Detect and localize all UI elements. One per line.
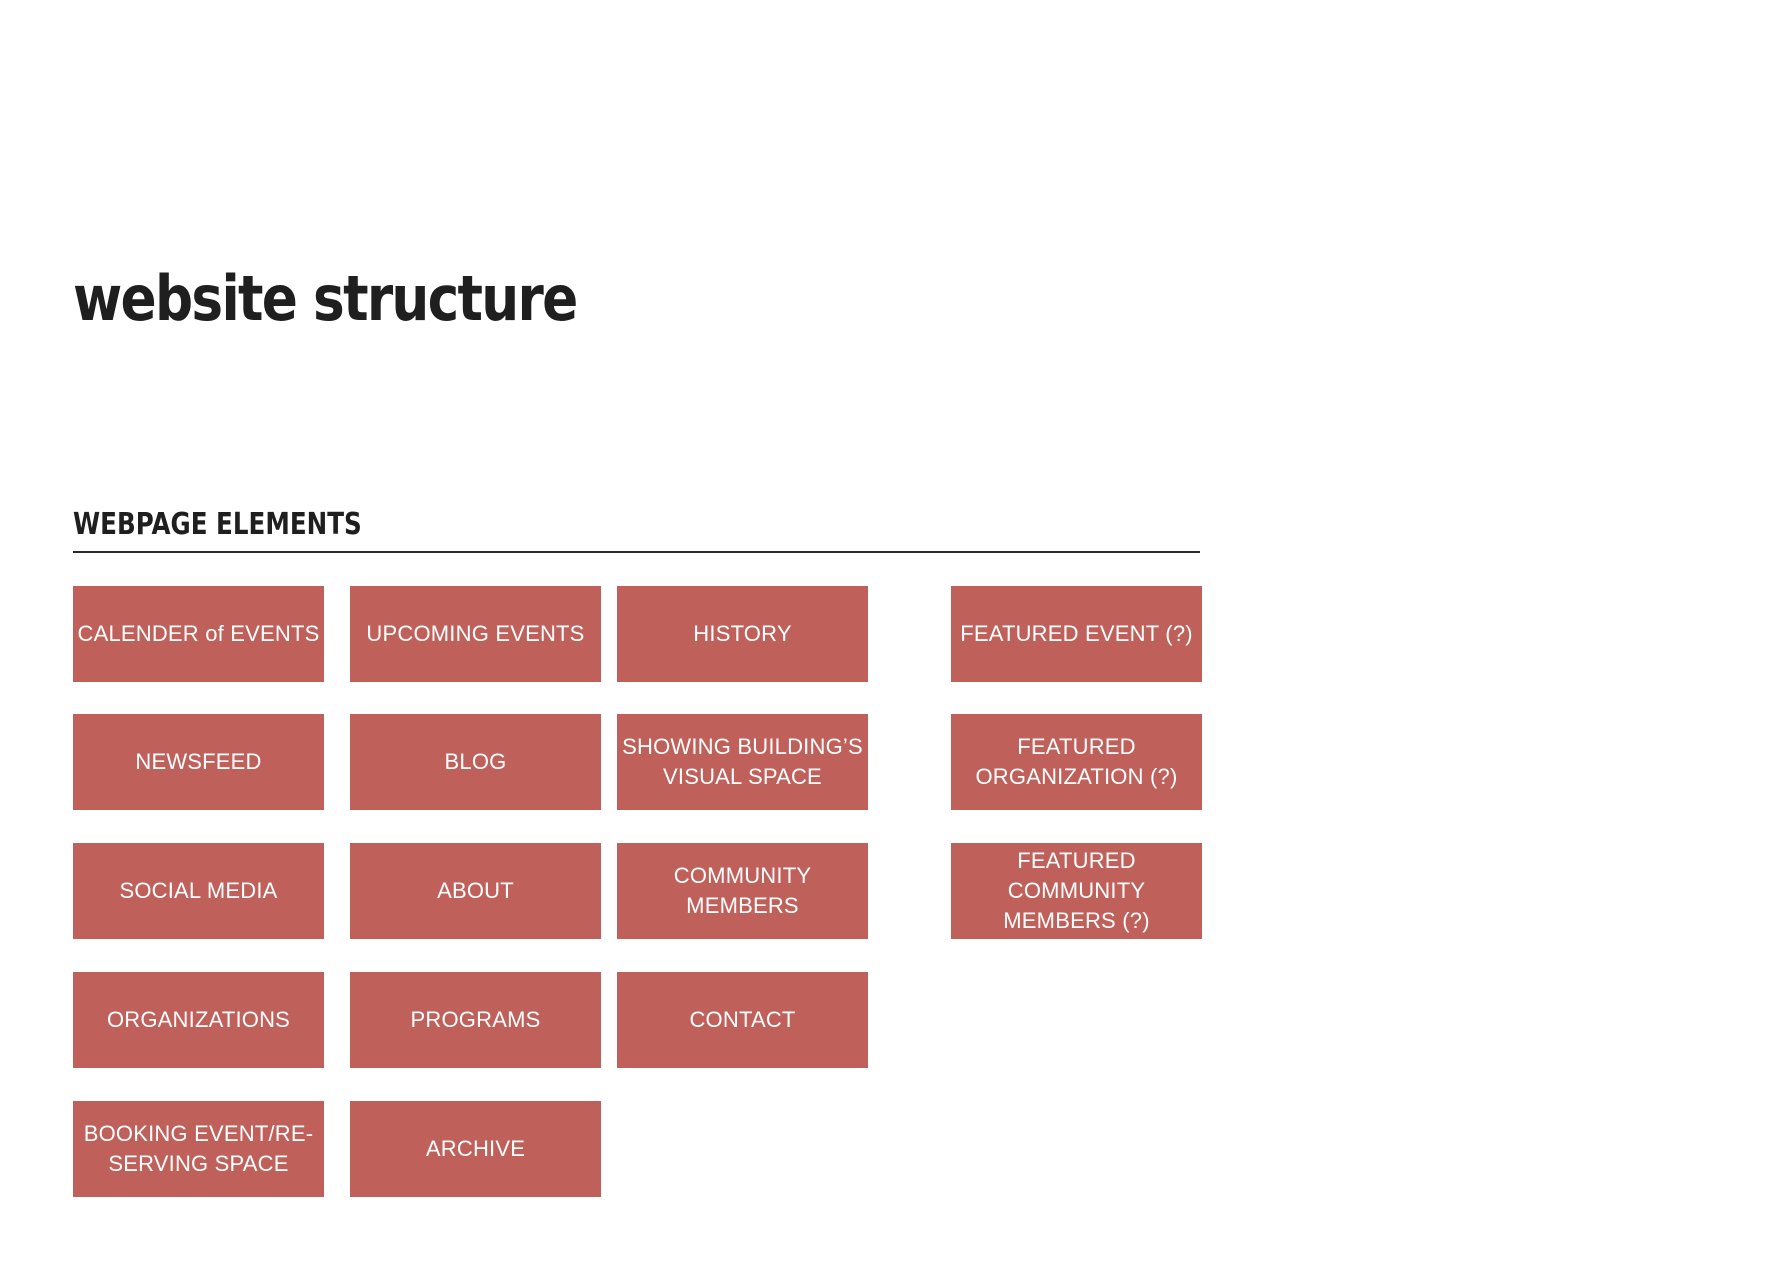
element-label: SHOWING BUILDING’S VISUAL SPACE: [622, 734, 863, 789]
element-label: FEATURED ORGANIZATION (?): [975, 734, 1178, 789]
element-label: SOCIAL MEDIA: [119, 878, 278, 903]
element-box-booking-event: BOOKING EVENT/RE- SERVING SPACE: [73, 1101, 324, 1197]
element-label: HISTORY: [693, 621, 792, 646]
element-box-featured-organization: FEATURED ORGANIZATION (?): [951, 714, 1202, 810]
section-heading: WEBPAGE ELEMENTS: [73, 507, 362, 542]
element-box-newsfeed: NEWSFEED: [73, 714, 324, 810]
element-label: ARCHIVE: [425, 1136, 526, 1161]
element-box-featured-community-members: FEATURED COMMUNITY MEMBERS (?): [951, 843, 1202, 939]
element-label: PROGRAMS: [410, 1007, 541, 1032]
element-label: CALENDER of EVENTS: [77, 621, 320, 646]
element-box-social-media: SOCIAL MEDIA: [73, 843, 324, 939]
element-label: ORGANIZATIONS: [106, 1007, 291, 1032]
element-box-calender-of-events: CALENDER of EVENTS: [73, 586, 324, 682]
page-title: website structure: [73, 262, 578, 335]
element-label: UPCOMING EVENTS: [366, 621, 585, 646]
element-box-featured-event: FEATURED EVENT (?): [951, 586, 1202, 682]
element-box-organizations: ORGANIZATIONS: [73, 972, 324, 1068]
element-label: CONTACT: [689, 1007, 796, 1032]
element-label: FEATURED EVENT (?): [960, 621, 1193, 646]
element-box-building-visual-space: SHOWING BUILDING’S VISUAL SPACE: [617, 714, 868, 810]
element-label: COMMUNITY MEMBERS: [673, 863, 812, 918]
element-label: FEATURED COMMUNITY MEMBERS (?): [1003, 848, 1150, 933]
element-label: BLOG: [444, 749, 507, 774]
element-label: NEWSFEED: [135, 749, 262, 774]
element-box-contact: CONTACT: [617, 972, 868, 1068]
element-box-programs: PROGRAMS: [350, 972, 601, 1068]
element-box-upcoming-events: UPCOMING EVENTS: [350, 586, 601, 682]
section-divider: [73, 551, 1200, 553]
element-label: ABOUT: [437, 878, 514, 903]
element-box-about: ABOUT: [350, 843, 601, 939]
element-box-community-members: COMMUNITY MEMBERS: [617, 843, 868, 939]
element-label: BOOKING EVENT/RE- SERVING SPACE: [83, 1121, 314, 1176]
element-box-history: HISTORY: [617, 586, 868, 682]
element-box-blog: BLOG: [350, 714, 601, 810]
element-box-archive: ARCHIVE: [350, 1101, 601, 1197]
